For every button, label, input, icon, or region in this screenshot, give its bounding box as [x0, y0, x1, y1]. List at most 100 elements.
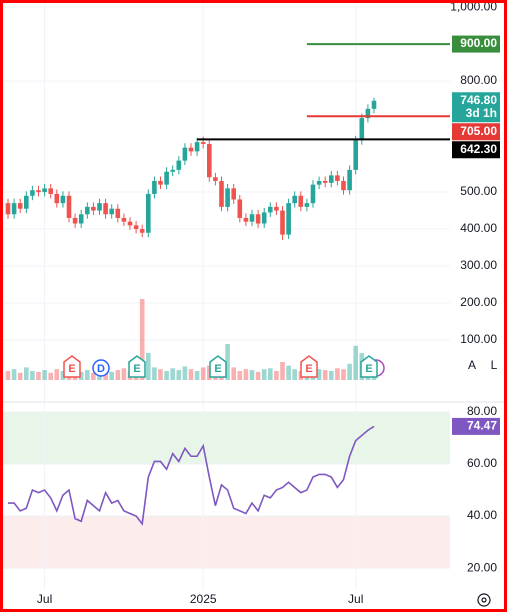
candle-body	[91, 206, 96, 211]
y-tick-label: 500.00	[460, 184, 497, 198]
volume-bar	[30, 371, 35, 380]
volume-bar	[176, 370, 182, 380]
volume-bar	[353, 345, 358, 380]
volume-bar	[170, 368, 175, 380]
candle-body	[188, 147, 194, 152]
volume-bar	[341, 369, 346, 380]
volume-bar	[261, 369, 267, 380]
candle-body	[121, 217, 127, 222]
candle-body	[36, 190, 41, 193]
candle-body	[66, 195, 72, 218]
candle-body	[249, 214, 255, 222]
candle-body	[170, 169, 175, 172]
rsi-label-box	[452, 417, 500, 435]
candle-body	[200, 142, 206, 144]
price-label: 705.00	[460, 124, 497, 138]
candle-body	[371, 100, 377, 109]
y-tick-label: 1,000.00	[450, 0, 497, 13]
event-marker[interactable]: E	[300, 355, 318, 378]
candle-body	[329, 175, 334, 183]
candle-body	[17, 203, 23, 209]
candle-body	[72, 217, 78, 224]
candle-body	[310, 184, 316, 204]
volume-bar	[347, 363, 352, 380]
candle-body	[146, 193, 151, 233]
candle-body	[335, 175, 340, 181]
candle-body	[207, 143, 212, 178]
price-label: 746.80	[460, 93, 497, 107]
grid-layer: 1,000.00 800.00 500.00 400.00 300.00 200.00 10…	[0, 0, 497, 606]
volume-bar	[243, 369, 249, 380]
event-marker[interactable]: D	[92, 359, 110, 377]
rsi-label: 74.47	[467, 419, 497, 433]
price-label: 3d 1h	[466, 106, 497, 120]
volume-bar	[188, 369, 194, 380]
volume-bar	[78, 371, 84, 380]
x-tick-label: 2025	[190, 592, 217, 606]
candle-body	[42, 188, 47, 193]
rsi-line	[8, 425, 375, 526]
candle-body	[78, 214, 84, 224]
candle-body	[304, 203, 310, 207]
candle-body	[316, 180, 322, 185]
y-tick-label: 400.00	[460, 221, 497, 235]
candle-body	[231, 188, 236, 200]
candle-body	[347, 169, 352, 191]
volume-bar	[121, 368, 127, 380]
y-tick-label: 300.00	[460, 258, 497, 272]
y-tick-label: 200.00	[460, 295, 497, 309]
volume-bar	[182, 366, 188, 380]
candle-body	[268, 206, 273, 213]
candle-body	[365, 108, 371, 119]
volume-bar	[164, 371, 169, 380]
price-label-box	[452, 141, 500, 159]
volume-bar	[280, 362, 285, 380]
event-label: D	[97, 363, 105, 375]
y-tick-label: 40.00	[467, 508, 497, 522]
auto-button[interactable]	[462, 356, 482, 376]
event-marker[interactable]: E	[209, 355, 227, 378]
event-label: E	[68, 363, 75, 375]
plot-layer	[5, 43, 450, 526]
volume-bar	[152, 367, 157, 380]
candle-body	[5, 203, 11, 215]
candle-body	[292, 195, 297, 204]
volume-bar	[286, 365, 291, 380]
event-marker[interactable]: E	[360, 355, 385, 378]
settings-icon[interactable]	[477, 593, 491, 607]
volume-bar	[109, 371, 114, 380]
volume-bar	[36, 371, 41, 380]
price-label-box	[452, 123, 500, 141]
volume-bar	[115, 370, 121, 380]
x-tick-label: Jul	[37, 592, 52, 606]
candle-body	[225, 188, 230, 207]
price-label-box	[452, 92, 500, 123]
candle-body	[133, 225, 139, 230]
volume-bar	[225, 344, 230, 380]
x-tick-label: Jul	[348, 592, 363, 606]
price-label-box	[452, 35, 500, 53]
volume-bar	[139, 299, 145, 380]
event-marker[interactable]: E	[128, 355, 146, 378]
volume-bar	[158, 369, 163, 380]
auto-label: A	[468, 358, 476, 372]
candle-body	[298, 195, 304, 207]
volume-bar	[335, 368, 340, 380]
candle-body	[24, 195, 29, 209]
log-button[interactable]	[484, 356, 504, 376]
volume-bar	[42, 370, 47, 380]
volume-bar	[292, 369, 297, 380]
candle-body	[280, 210, 285, 235]
candle-body	[139, 229, 145, 233]
candle-body	[286, 203, 291, 235]
volume-bar	[194, 371, 200, 380]
candle-body	[115, 208, 121, 218]
event-marker[interactable]: E	[63, 355, 81, 378]
y-tick-label: 100.00	[460, 332, 497, 346]
volume-bar	[11, 369, 17, 380]
candle-body	[322, 180, 328, 183]
price-label: 642.30	[460, 142, 497, 156]
candle-body	[243, 217, 249, 222]
